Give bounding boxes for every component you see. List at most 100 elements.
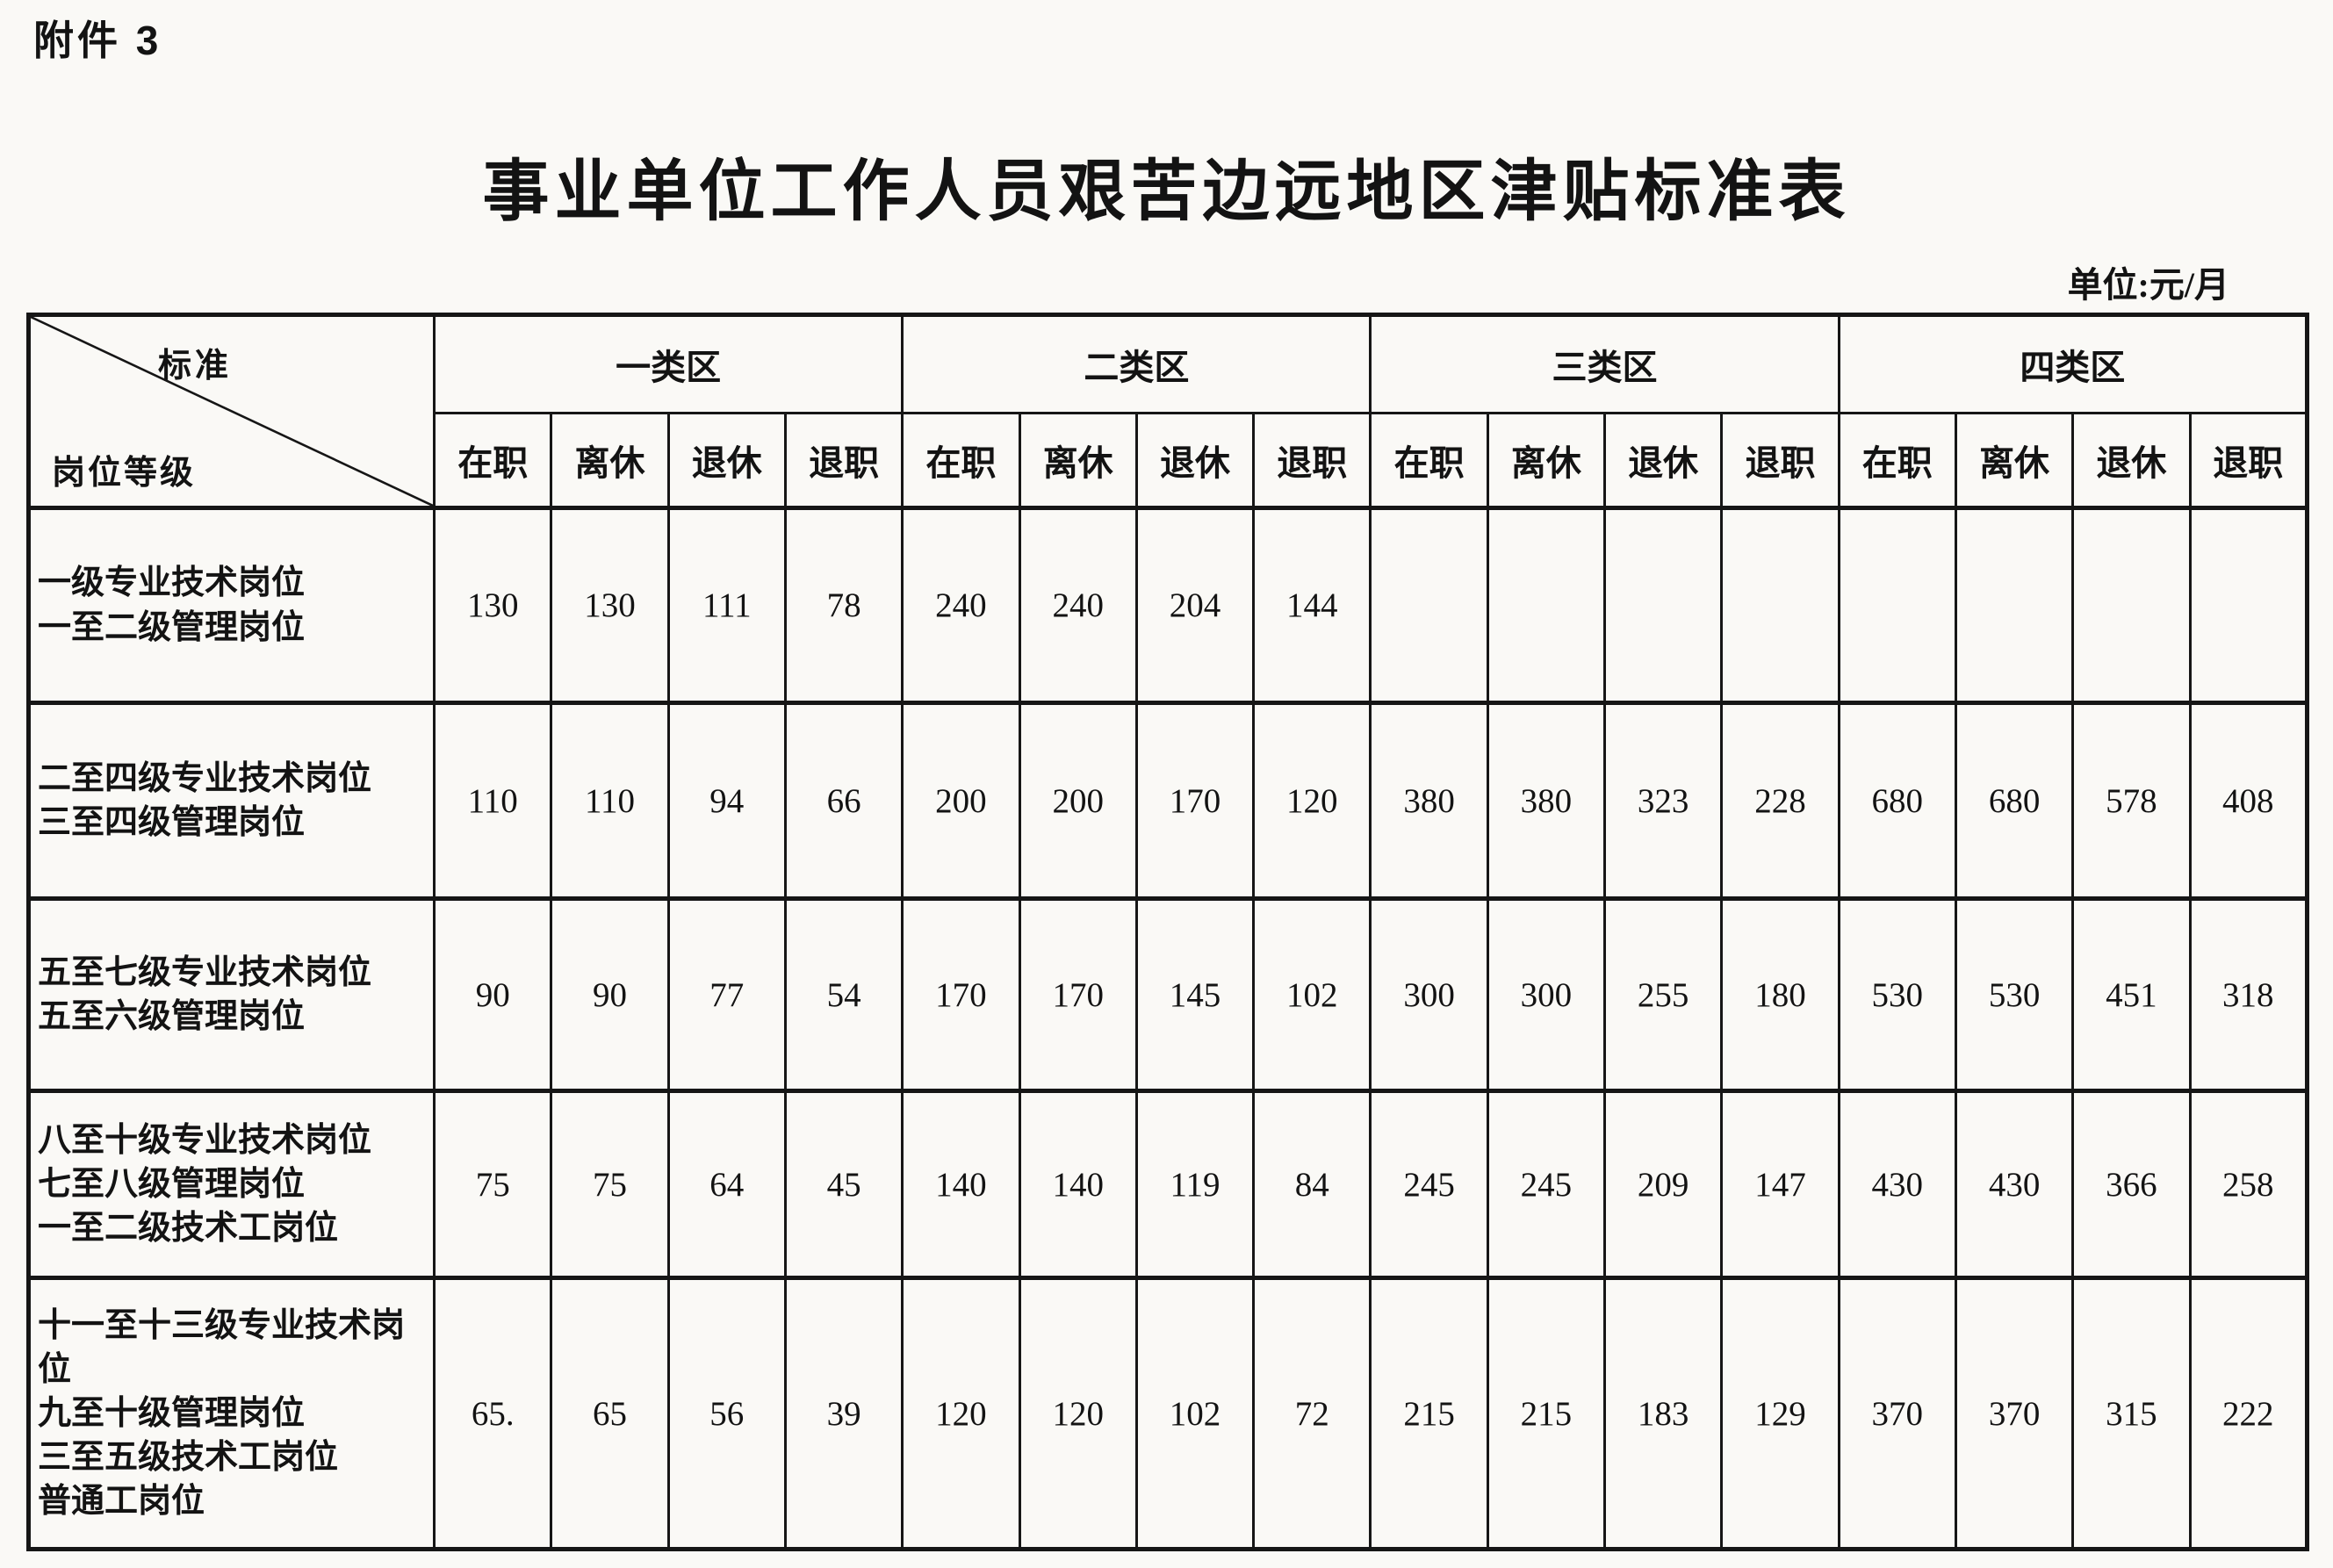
value-cell: 430 — [1954, 1089, 2075, 1280]
value-cell — [1837, 506, 1957, 705]
value-cell: 120 — [1252, 701, 1372, 901]
value-cell: 130 — [550, 506, 670, 705]
value-cell: 54 — [783, 896, 904, 1093]
value-cell: 315 — [2071, 1276, 2192, 1551]
position-level-cell: 十一至十三级专业技术岗位 九至十级管理岗位 三至五级技术工岗位 普通工岗位 — [26, 1276, 436, 1551]
value-cell: 110 — [550, 701, 670, 901]
value-cell: 111 — [666, 506, 787, 705]
value-cell: 45 — [783, 1089, 904, 1280]
value-cell: 77 — [666, 896, 787, 1093]
value-cell: 680 — [1837, 701, 1957, 901]
status-header: 退休 — [666, 412, 787, 509]
value-cell: 140 — [1018, 1089, 1138, 1280]
table-row: 十一至十三级专业技术岗位 九至十级管理岗位 三至五级技术工岗位 普通工岗位 65… — [26, 1276, 2309, 1551]
value-cell: 120 — [901, 1276, 1021, 1551]
value-cell: 366 — [2071, 1089, 2192, 1280]
value-cell: 215 — [1486, 1276, 1607, 1551]
value-cell: 200 — [901, 701, 1021, 901]
value-cell: 300 — [1369, 896, 1489, 1093]
value-cell: 209 — [1603, 1089, 1724, 1280]
value-cell: 120 — [1018, 1276, 1138, 1551]
value-cell: 430 — [1837, 1089, 1957, 1280]
value-cell: 140 — [901, 1089, 1021, 1280]
value-cell: 75 — [550, 1089, 670, 1280]
status-header: 退休 — [1134, 412, 1256, 509]
value-cell: 170 — [901, 896, 1021, 1093]
value-cell: 222 — [2188, 1276, 2309, 1551]
status-header: 离休 — [550, 412, 670, 509]
value-cell: 78 — [783, 506, 904, 705]
position-line: 三至四级管理岗位 — [38, 804, 306, 841]
value-cell: 323 — [1603, 701, 1724, 901]
value-cell: 56 — [666, 1276, 787, 1551]
region-header-zone1: 一类区 — [433, 313, 904, 414]
region-header-row: 标准 岗位等级 一类区 二类区 三类区 四类区 — [26, 313, 2309, 509]
status-header: 退职 — [1252, 412, 1372, 509]
value-cell: 84 — [1252, 1089, 1372, 1280]
position-line: 五至七级专业技术岗位 — [38, 953, 372, 991]
value-cell: 129 — [1720, 1276, 1840, 1551]
position-line: 普通工岗位 — [38, 1483, 205, 1521]
value-cell: 380 — [1369, 701, 1489, 901]
status-header: 离休 — [1486, 412, 1607, 509]
value-cell: 215 — [1369, 1276, 1489, 1551]
value-cell — [1486, 506, 1607, 705]
value-cell: 94 — [666, 701, 787, 901]
value-cell: 65 — [550, 1276, 670, 1551]
value-cell: 144 — [1252, 506, 1372, 705]
status-header: 在职 — [901, 412, 1021, 509]
position-level-cell: 八至十级专业技术岗位 七至八级管理岗位 一至二级技术工岗位 — [26, 1089, 436, 1280]
position-line: 三至五级技术工岗位 — [38, 1439, 339, 1477]
region-header-zone3: 三类区 — [1369, 313, 1840, 414]
value-cell: 204 — [1134, 506, 1256, 705]
status-header: 退职 — [2188, 412, 2309, 509]
corner-label-standard: 标准 — [158, 348, 233, 385]
allowance-standard-table: 标准 岗位等级 一类区 二类区 三类区 四类区 在职 离休 退休 退职 在职 离… — [26, 313, 2309, 1551]
value-cell: 228 — [1720, 701, 1840, 901]
status-header: 退休 — [1603, 412, 1724, 509]
position-line: 五至六级管理岗位 — [38, 998, 306, 1035]
value-cell: 451 — [2071, 896, 2192, 1093]
status-header-row: 在职 离休 退休 退职 在职 离休 退休 退职 在职 离休 退休 退职 在职 离… — [29, 412, 2309, 509]
value-cell: 130 — [433, 506, 553, 705]
position-line: 二至四级专业技术岗位 — [38, 759, 372, 797]
status-header: 退休 — [2071, 412, 2192, 509]
value-cell: 119 — [1134, 1089, 1256, 1280]
diagonal-line — [31, 317, 433, 506]
value-cell — [2188, 506, 2309, 705]
position-level-cell: 五至七级专业技术岗位 五至六级管理岗位 — [26, 896, 436, 1093]
position-line: 一至二级管理岗位 — [38, 608, 306, 646]
value-cell: 240 — [901, 506, 1021, 705]
value-cell: 370 — [1954, 1276, 2075, 1551]
value-cell: 255 — [1603, 896, 1724, 1093]
value-cell: 200 — [1018, 701, 1138, 901]
value-cell: 66 — [783, 701, 904, 901]
corner-label-position-level: 岗位等级 — [52, 455, 197, 492]
corner-header-cell: 标准 岗位等级 — [26, 313, 436, 509]
value-cell: 245 — [1486, 1089, 1607, 1280]
status-header: 退职 — [783, 412, 904, 509]
attachment-label: 附件 3 — [33, 18, 162, 63]
table-row: 二至四级专业技术岗位 三至四级管理岗位 110 110 94 66 200 20… — [26, 701, 2309, 901]
status-header: 在职 — [1837, 412, 1957, 509]
status-header: 在职 — [1369, 412, 1489, 509]
value-cell — [1603, 506, 1724, 705]
value-cell: 578 — [2071, 701, 2192, 901]
status-header: 离休 — [1018, 412, 1138, 509]
status-header: 退职 — [1720, 412, 1840, 509]
value-cell — [1720, 506, 1840, 705]
value-cell: 408 — [2188, 701, 2309, 901]
page-title: 事业单位工作人员艰苦边远地区津贴标准表 — [482, 155, 1851, 229]
value-cell: 39 — [783, 1276, 904, 1551]
value-cell — [1369, 506, 1489, 705]
value-cell: 245 — [1369, 1089, 1489, 1280]
value-cell: 170 — [1018, 896, 1138, 1093]
value-cell: 110 — [433, 701, 553, 901]
value-cell: 64 — [666, 1089, 787, 1280]
status-header: 离休 — [1954, 412, 2075, 509]
unit-label: 单位:元/月 — [2067, 265, 2229, 305]
value-cell: 530 — [1954, 896, 2075, 1093]
position-level-cell: 二至四级专业技术岗位 三至四级管理岗位 — [26, 701, 436, 901]
value-cell: 183 — [1603, 1276, 1724, 1551]
value-cell: 370 — [1837, 1276, 1957, 1551]
